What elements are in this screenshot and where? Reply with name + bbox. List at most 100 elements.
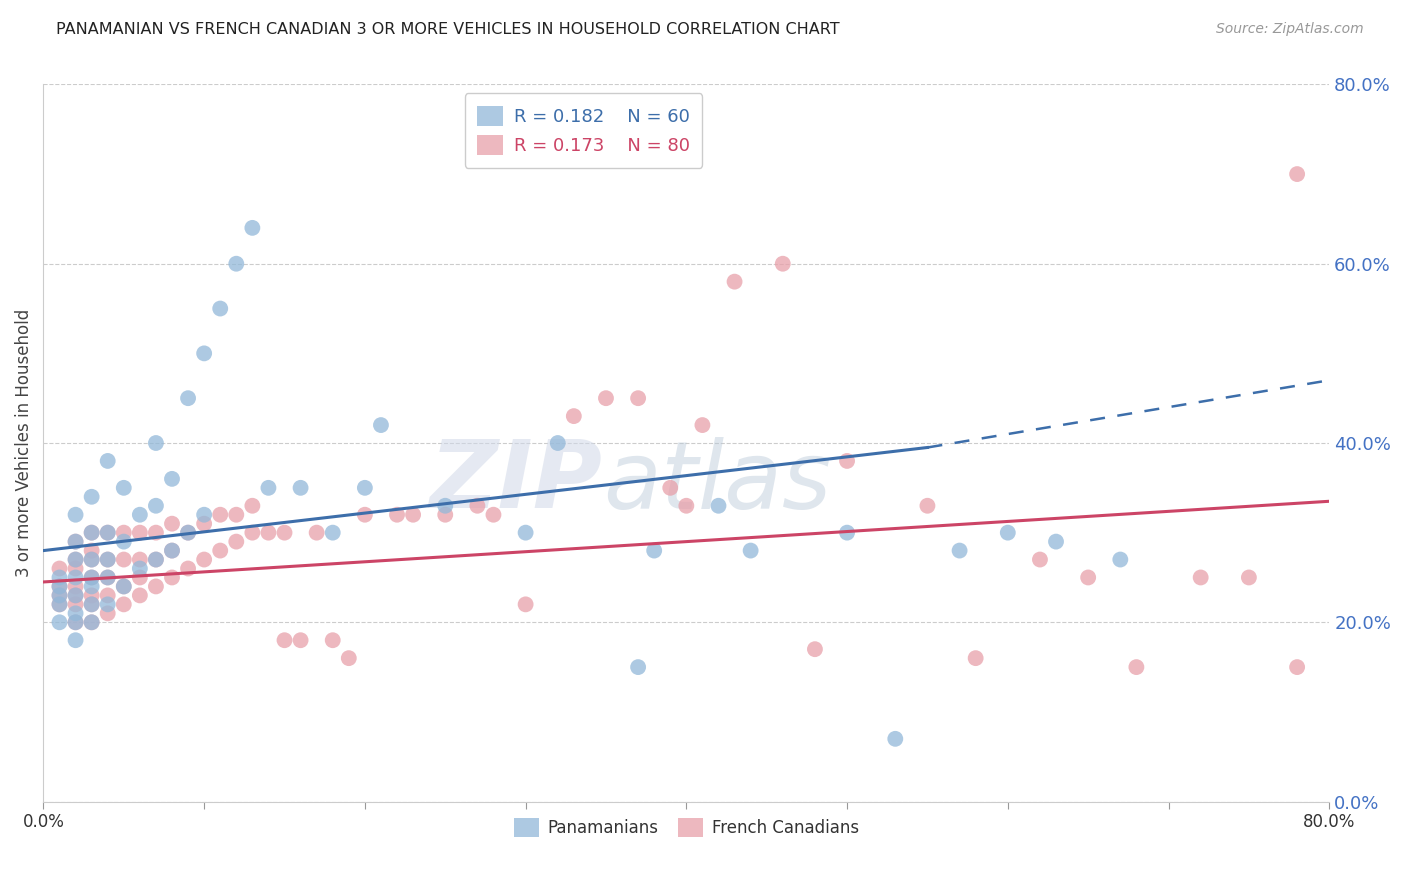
Point (257, 525, 280, 540)
Point (48, 598, 70, 612)
Point (48, 579, 70, 593)
Point (160, 516, 183, 531)
Point (97, 588, 120, 602)
Point (65, 570, 87, 584)
Legend: Panamanians, French Canadians: Panamanians, French Canadians (508, 811, 866, 844)
Point (48, 598, 70, 612)
Point (1045, 534, 1067, 549)
Point (659, 481, 682, 495)
Point (65, 579, 87, 593)
Point (80, 588, 103, 602)
Text: PANAMANIAN VS FRENCH CANADIAN 3 OR MORE VEHICLES IN HOUSEHOLD CORRELATION CHART: PANAMANIAN VS FRENCH CANADIAN 3 OR MORE … (56, 22, 839, 37)
Point (273, 525, 295, 540)
Point (209, 301, 232, 316)
Point (128, 508, 150, 522)
Point (290, 633, 312, 648)
Point (80, 598, 103, 612)
Point (97, 552, 120, 566)
Point (193, 552, 215, 566)
Point (965, 651, 987, 665)
Point (240, 499, 263, 513)
Point (225, 257, 247, 271)
Point (112, 579, 135, 593)
Point (97, 525, 120, 540)
Point (160, 543, 183, 558)
Point (160, 570, 183, 584)
Point (740, 543, 762, 558)
Point (80, 615, 103, 630)
Point (884, 731, 907, 746)
Point (177, 525, 200, 540)
Point (48, 579, 70, 593)
Point (434, 499, 457, 513)
Point (160, 543, 183, 558)
Point (128, 525, 150, 540)
Point (240, 220, 263, 235)
Point (547, 436, 569, 450)
Point (193, 516, 215, 531)
Point (80, 552, 103, 566)
Point (112, 579, 135, 593)
Point (65, 552, 87, 566)
Point (145, 436, 167, 450)
Point (707, 499, 730, 513)
Point (112, 598, 135, 612)
Point (1109, 552, 1132, 566)
Point (112, 534, 135, 549)
Point (515, 598, 537, 612)
Point (80, 570, 103, 584)
Point (80, 543, 103, 558)
Point (177, 525, 200, 540)
Point (80, 615, 103, 630)
Point (80, 490, 103, 504)
Point (97, 454, 120, 468)
Point (128, 570, 150, 584)
Point (290, 481, 312, 495)
Point (193, 508, 215, 522)
Point (1286, 660, 1309, 674)
Point (48, 570, 70, 584)
Point (273, 633, 295, 648)
Point (240, 525, 263, 540)
Point (177, 561, 200, 575)
Point (48, 615, 70, 630)
Point (80, 525, 103, 540)
Point (97, 525, 120, 540)
Point (65, 615, 87, 630)
Point (402, 508, 425, 522)
Point (65, 588, 87, 602)
Point (145, 552, 167, 566)
Point (48, 588, 70, 602)
Point (595, 391, 617, 405)
Point (97, 598, 120, 612)
Point (1125, 660, 1147, 674)
Point (112, 525, 135, 540)
Text: ZIP: ZIP (430, 436, 603, 528)
Point (482, 508, 505, 522)
Point (145, 525, 167, 540)
Point (80, 525, 103, 540)
Point (225, 508, 247, 522)
Point (385, 508, 408, 522)
Point (627, 391, 650, 405)
Point (48, 588, 70, 602)
Point (322, 633, 344, 648)
Point (80, 579, 103, 593)
Point (627, 660, 650, 674)
Point (322, 525, 344, 540)
Point (562, 409, 585, 423)
Point (643, 543, 665, 558)
Point (145, 579, 167, 593)
Point (97, 570, 120, 584)
Point (370, 418, 392, 433)
Point (160, 472, 183, 486)
Point (772, 257, 794, 271)
Point (65, 615, 87, 630)
Point (1029, 552, 1052, 566)
Point (835, 525, 858, 540)
Point (434, 508, 457, 522)
Point (193, 346, 215, 360)
Point (128, 552, 150, 566)
Y-axis label: 3 or more Vehicles in Household: 3 or more Vehicles in Household (15, 309, 32, 577)
Point (80, 570, 103, 584)
